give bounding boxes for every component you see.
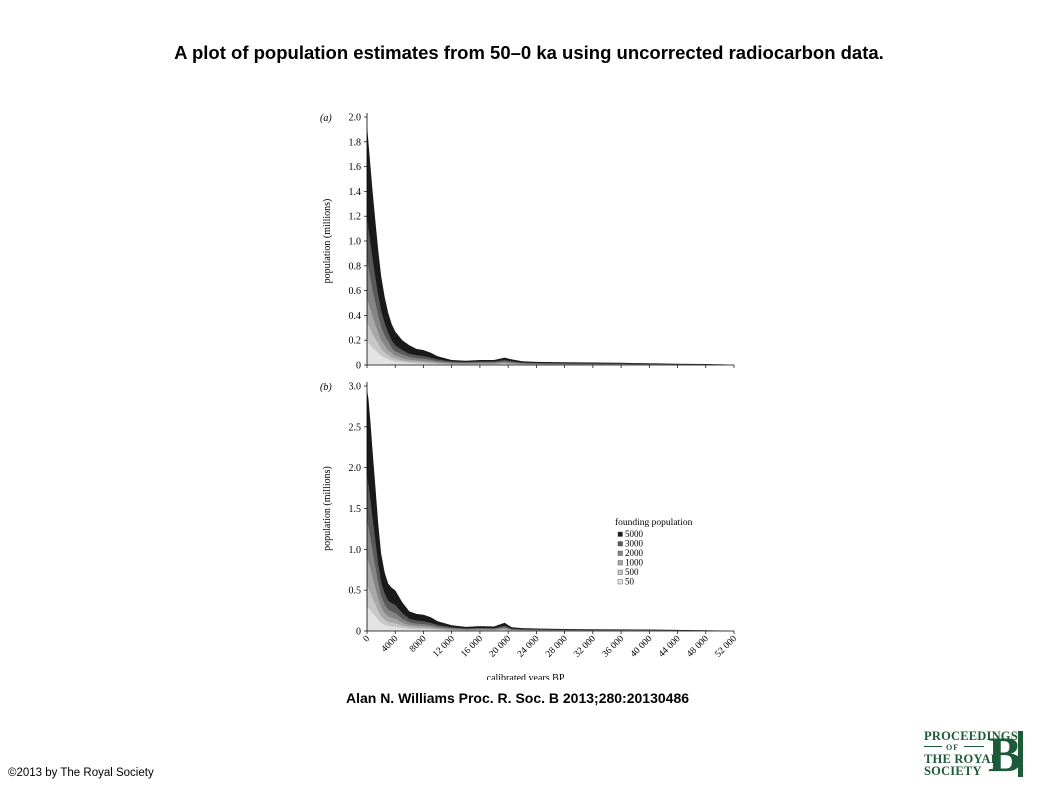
series-area-5000 (367, 390, 727, 631)
royal-society-logo: PROCEEDINGS OF THE ROYAL SOCIETY B (920, 727, 1025, 781)
y-tick-label: 0.4 (349, 311, 362, 322)
x-tick-label: 36 000 (601, 634, 627, 660)
legend-swatch-500 (617, 569, 623, 575)
legend-swatch-50 (617, 579, 623, 585)
logo-line-society: SOCIETY (924, 764, 982, 778)
y-axis-label: population (millions) (322, 466, 333, 551)
y-tick-label: 0.6 (349, 286, 362, 297)
logo-line-of: OF (946, 743, 960, 752)
legend-swatch-3000 (617, 541, 623, 547)
x-tick-label: 12 000 (431, 634, 457, 660)
y-tick-label: 1.6 (349, 162, 362, 173)
series-area-2000 (367, 259, 727, 365)
logo-stripe (1018, 731, 1023, 777)
y-tick-label: 1.8 (349, 137, 362, 148)
y-tick-label: 2.0 (349, 113, 362, 124)
series-area-3000 (367, 216, 727, 365)
population-figure: 0 0.2 0.4 0.6 0.8 1.0 1.2 1.4 1.6 1.8 2.0 (a) popula… (320, 113, 739, 681)
panel-a-chart: 0 0.2 0.4 0.6 0.8 1.0 1.2 1.4 1.6 1.8 2.0 (a) popula… (320, 113, 735, 372)
series-area-3000 (367, 475, 727, 631)
y-tick-label: 1.5 (349, 504, 362, 515)
x-tick-label: 48 000 (685, 634, 711, 660)
y-tick-label: 2.0 (349, 463, 362, 474)
legend-entry-50: 50 (625, 577, 635, 587)
x-tick-label: 0 (362, 634, 373, 645)
logo-letter-b: B (988, 726, 1022, 782)
x-tick-label: 16 000 (460, 634, 486, 660)
legend-entry-1000: 1000 (625, 558, 644, 568)
series-area-1000 (367, 557, 727, 631)
y-tick-label: 3.0 (349, 382, 362, 393)
x-tick-label: 44 000 (657, 634, 683, 660)
slide-title: A plot of population estimates from 50–0… (174, 42, 884, 63)
logo-rule-right (964, 746, 984, 747)
legend-title: founding population (615, 517, 693, 528)
legend-entry-500: 500 (625, 567, 639, 577)
legend-entry-3000: 3000 (625, 539, 644, 549)
series-area-500 (367, 586, 727, 631)
citation: Alan N. Williams Proc. R. Soc. B 2013;28… (345, 690, 690, 706)
x-tick-label: 8000 (408, 634, 429, 655)
copyright-notice: ©2013 by The Royal Society (8, 767, 154, 779)
series-area-5000 (367, 125, 727, 365)
logo-rule-left (924, 746, 942, 747)
legend-entry-2000: 2000 (625, 548, 644, 558)
panel-label: (b) (320, 382, 332, 393)
y-tick-label: 0 (356, 361, 361, 372)
y-tick-label: 1.2 (349, 212, 362, 223)
series-area-50 (367, 606, 727, 631)
y-tick-label: 0.5 (349, 586, 362, 597)
legend-swatch-1000 (617, 560, 623, 566)
logo-line-the-royal: THE ROYAL (924, 752, 1000, 766)
legend-entry-5000: 5000 (625, 529, 644, 539)
series-area-2000 (367, 520, 727, 631)
y-tick-label: 0.2 (349, 336, 362, 347)
y-tick-label: 0 (356, 627, 361, 638)
y-tick-label: 1.0 (349, 237, 362, 248)
x-axis-label: calibrated years BP (487, 673, 565, 680)
legend-swatch-5000 (617, 531, 623, 537)
y-tick-label: 2.5 (349, 422, 362, 433)
y-axis-label: population (millions) (322, 199, 333, 284)
y-tick-label: 1.4 (349, 187, 362, 198)
legend-swatch-2000 (617, 550, 623, 556)
x-tick-label: 52 000 (714, 634, 740, 660)
x-tick-label: 32 000 (572, 634, 598, 660)
x-tick-label: 24 000 (516, 634, 542, 660)
x-tick-label: 40 000 (629, 634, 655, 660)
x-tick-label: 28 000 (544, 634, 570, 660)
logo-line-proceedings: PROCEEDINGS (924, 729, 1018, 743)
x-tick-label: 4000 (380, 634, 401, 655)
panel-b-chart: 0 0.5 1.0 1.5 2.0 2.5 3.0 0 4000 8000 12 000 16 000… (320, 382, 739, 681)
x-tick-label: 20 000 (488, 634, 514, 660)
y-tick-label: 1.0 (349, 545, 362, 556)
panel-label: (a) (320, 113, 332, 124)
y-tick-label: 0.8 (349, 261, 362, 272)
